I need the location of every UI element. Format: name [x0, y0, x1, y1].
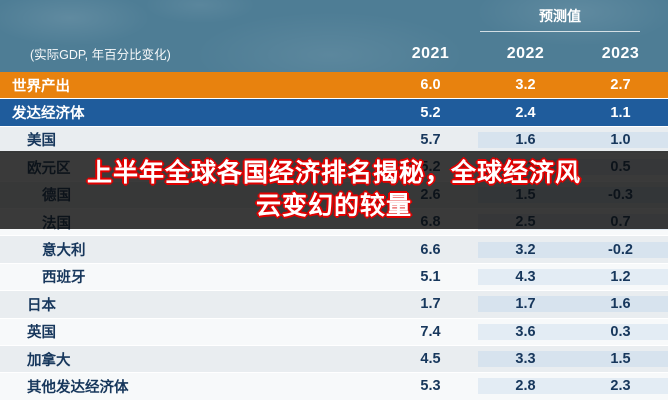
table-note: (实际GDP, 年百分比变化) — [30, 48, 171, 62]
table-header: 预测值 (实际GDP, 年百分比变化) 2021 2022 2023 — [0, 0, 668, 72]
headline-line-1: 上半年全球各国经济排名揭秘，全球经济风 — [86, 159, 581, 187]
value-2023: -0.2 — [573, 241, 668, 258]
table-row: 其他发达经济体 5.3 2.8 2.3 — [0, 373, 668, 400]
row-label: 发达经济体 — [12, 106, 85, 123]
value-2021: 5.2 — [420, 104, 441, 121]
row-label: 加拿大 — [27, 352, 71, 369]
row-label: 美国 — [27, 133, 56, 150]
headline-line-2: 云变幻的较量 — [255, 192, 412, 220]
value-2021: 7.4 — [420, 323, 441, 340]
table-row: 世界产出 6.0 3.2 2.7 — [0, 72, 668, 100]
value-2021: 5.3 — [420, 378, 441, 395]
value-2023: 1.5 — [573, 351, 668, 368]
value-2022: 1.6 — [478, 131, 573, 148]
value-2023: 1.0 — [573, 131, 668, 148]
table-body: 世界产出 6.0 3.2 2.7 发达经济体 5.2 2.4 1.1 美国 5.… — [0, 72, 668, 400]
row-label: 意大利 — [42, 243, 86, 260]
row-label: 西班牙 — [42, 270, 86, 287]
table-row: 西班牙 5.1 4.3 1.2 — [0, 263, 668, 292]
value-2023: 1.2 — [573, 268, 668, 285]
column-header-row: (实际GDP, 年百分比变化) 2021 2022 2023 — [0, 35, 668, 72]
year-column-2022: 2022 — [506, 44, 545, 62]
value-2022: 4.3 — [478, 268, 573, 285]
year-column-2023: 2023 — [601, 44, 640, 62]
table-row: 美国 5.7 1.6 1.0 — [0, 126, 668, 155]
value-2021: 6.6 — [420, 241, 441, 258]
table-row: 发达经济体 5.2 2.4 1.1 — [0, 99, 668, 127]
value-2023: 1.6 — [573, 296, 668, 313]
year-column-2021: 2021 — [411, 44, 450, 62]
value-2021: 5.1 — [420, 268, 441, 285]
row-label: 英国 — [27, 325, 56, 342]
value-2023: 1.1 — [610, 104, 631, 121]
table-row: 英国 7.4 3.6 0.3 — [0, 318, 668, 346]
value-2022: 2.8 — [478, 378, 573, 395]
table-row: 日本 1.7 1.7 1.6 — [0, 291, 668, 319]
table-row: 意大利 6.6 3.2 -0.2 — [0, 236, 668, 264]
value-2022: 1.7 — [478, 296, 573, 313]
value-2023: 0.3 — [573, 323, 668, 340]
table-row: 加拿大 4.5 3.3 1.5 — [0, 345, 668, 374]
value-2021: 4.5 — [420, 351, 441, 368]
row-label: 日本 — [27, 297, 56, 314]
value-2022: 3.2 — [515, 77, 536, 94]
row-label: 世界产出 — [12, 78, 70, 95]
value-2022: 3.3 — [478, 351, 573, 368]
forecast-values-label: 预测值 — [480, 6, 640, 32]
value-2021: 1.7 — [420, 296, 441, 313]
value-2022: 3.6 — [478, 323, 573, 340]
headline-overlay: 上半年全球各国经济排名揭秘，全球经济风 云变幻的较量 — [0, 151, 668, 229]
value-2022: 2.4 — [515, 104, 536, 121]
value-2023: 2.3 — [573, 378, 668, 395]
value-2023: 2.7 — [610, 77, 631, 94]
value-2021: 5.7 — [420, 131, 441, 148]
value-2022: 3.2 — [478, 241, 573, 258]
value-2021: 6.0 — [420, 77, 441, 94]
row-label: 其他发达经济体 — [27, 379, 129, 396]
